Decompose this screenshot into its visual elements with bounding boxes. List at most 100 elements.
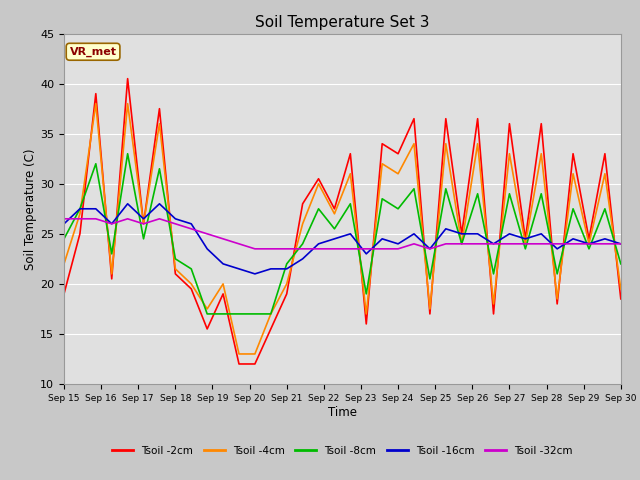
Tsoil -2cm	[569, 151, 577, 156]
Tsoil -16cm	[617, 241, 625, 247]
Tsoil -16cm	[235, 266, 243, 272]
Tsoil -32cm	[378, 246, 386, 252]
Line: Tsoil -16cm: Tsoil -16cm	[64, 204, 621, 274]
Tsoil -2cm	[410, 116, 418, 121]
Tsoil -32cm	[331, 246, 339, 252]
Tsoil -32cm	[362, 246, 370, 252]
Tsoil -16cm	[569, 236, 577, 242]
Tsoil -4cm	[172, 266, 179, 272]
Tsoil -8cm	[251, 311, 259, 317]
Tsoil -4cm	[490, 301, 497, 307]
Tsoil -2cm	[538, 121, 545, 127]
Tsoil -16cm	[124, 201, 131, 207]
Tsoil -2cm	[172, 271, 179, 277]
Tsoil -16cm	[299, 256, 307, 262]
Tsoil -4cm	[267, 311, 275, 317]
Tsoil -16cm	[60, 221, 68, 227]
Tsoil -8cm	[108, 251, 116, 257]
Tsoil -4cm	[76, 211, 84, 216]
Tsoil -2cm	[283, 291, 291, 297]
Tsoil -4cm	[251, 351, 259, 357]
Tsoil -8cm	[522, 246, 529, 252]
Tsoil -8cm	[585, 246, 593, 252]
Tsoil -32cm	[156, 216, 163, 222]
Tsoil -16cm	[172, 216, 179, 222]
Tsoil -32cm	[92, 216, 100, 222]
Tsoil -4cm	[617, 286, 625, 292]
Tsoil -8cm	[601, 206, 609, 212]
Tsoil -32cm	[315, 246, 323, 252]
Tsoil -8cm	[490, 271, 497, 277]
Tsoil -8cm	[156, 166, 163, 172]
Tsoil -16cm	[426, 246, 434, 252]
Tsoil -16cm	[283, 266, 291, 272]
Tsoil -4cm	[585, 241, 593, 247]
Tsoil -2cm	[442, 116, 450, 121]
Tsoil -16cm	[92, 206, 100, 212]
Tsoil -16cm	[346, 231, 354, 237]
X-axis label: Time: Time	[328, 406, 357, 419]
Tsoil -4cm	[283, 281, 291, 287]
Tsoil -32cm	[506, 241, 513, 247]
Tsoil -8cm	[220, 311, 227, 317]
Tsoil -4cm	[92, 101, 100, 107]
Tsoil -4cm	[108, 271, 116, 277]
Tsoil -2cm	[506, 121, 513, 127]
Tsoil -4cm	[299, 221, 307, 227]
Tsoil -16cm	[585, 241, 593, 247]
Tsoil -8cm	[188, 266, 195, 272]
Tsoil -8cm	[267, 311, 275, 317]
Tsoil -4cm	[474, 141, 481, 146]
Tsoil -2cm	[204, 326, 211, 332]
Tsoil -2cm	[76, 231, 84, 237]
Tsoil -32cm	[522, 241, 529, 247]
Tsoil -4cm	[426, 306, 434, 312]
Legend: Tsoil -2cm, Tsoil -4cm, Tsoil -8cm, Tsoil -16cm, Tsoil -32cm: Tsoil -2cm, Tsoil -4cm, Tsoil -8cm, Tsoi…	[108, 442, 577, 460]
Tsoil -32cm	[76, 216, 84, 222]
Tsoil -8cm	[331, 226, 339, 232]
Tsoil -16cm	[76, 206, 84, 212]
Tsoil -4cm	[522, 241, 529, 247]
Tsoil -2cm	[458, 231, 465, 237]
Tsoil -32cm	[426, 246, 434, 252]
Tsoil -8cm	[92, 161, 100, 167]
Tsoil -2cm	[92, 91, 100, 96]
Tsoil -4cm	[331, 211, 339, 216]
Tsoil -32cm	[617, 241, 625, 247]
Tsoil -16cm	[362, 251, 370, 257]
Line: Tsoil -32cm: Tsoil -32cm	[64, 219, 621, 249]
Tsoil -2cm	[474, 116, 481, 121]
Tsoil -8cm	[394, 206, 402, 212]
Tsoil -32cm	[569, 241, 577, 247]
Tsoil -8cm	[378, 196, 386, 202]
Tsoil -4cm	[220, 281, 227, 287]
Tsoil -16cm	[442, 226, 450, 232]
Tsoil -8cm	[538, 191, 545, 197]
Tsoil -4cm	[538, 151, 545, 156]
Tsoil -2cm	[490, 311, 497, 317]
Tsoil -32cm	[204, 231, 211, 237]
Tsoil -16cm	[267, 266, 275, 272]
Tsoil -2cm	[617, 296, 625, 302]
Tsoil -2cm	[156, 106, 163, 111]
Tsoil -8cm	[458, 241, 465, 247]
Text: VR_met: VR_met	[70, 47, 116, 57]
Tsoil -2cm	[235, 361, 243, 367]
Tsoil -2cm	[60, 291, 68, 297]
Tsoil -2cm	[315, 176, 323, 181]
Tsoil -4cm	[140, 221, 147, 227]
Tsoil -4cm	[188, 281, 195, 287]
Tsoil -16cm	[140, 216, 147, 222]
Tsoil -8cm	[60, 236, 68, 242]
Tsoil -32cm	[554, 241, 561, 247]
Tsoil -2cm	[108, 276, 116, 282]
Tsoil -16cm	[331, 236, 339, 242]
Tsoil -8cm	[204, 311, 211, 317]
Tsoil -16cm	[458, 231, 465, 237]
Tsoil -8cm	[299, 241, 307, 247]
Tsoil -32cm	[220, 236, 227, 242]
Tsoil -4cm	[362, 311, 370, 317]
Tsoil -2cm	[585, 236, 593, 242]
Tsoil -32cm	[299, 246, 307, 252]
Tsoil -32cm	[60, 216, 68, 222]
